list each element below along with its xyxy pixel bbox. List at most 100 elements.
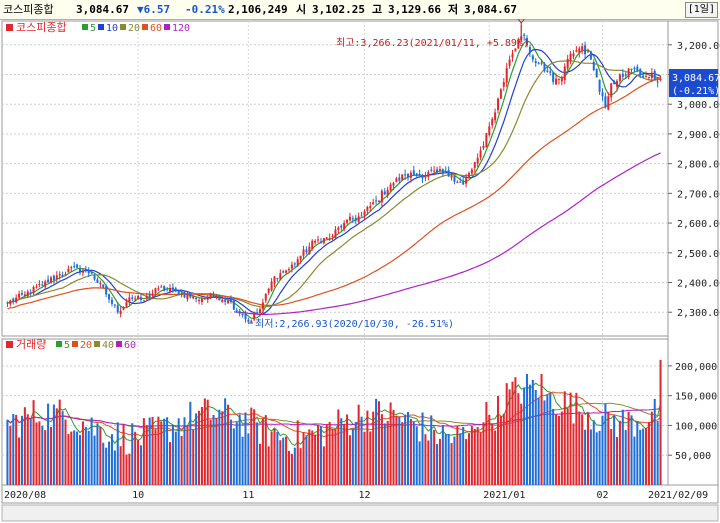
volume-bar — [645, 428, 648, 485]
candle — [319, 237, 322, 244]
candle-body — [526, 38, 529, 46]
candle-body — [209, 293, 212, 298]
volume-bar — [389, 402, 392, 485]
candle — [221, 296, 224, 303]
candle-body — [52, 275, 55, 280]
volume-bar — [64, 419, 67, 485]
candle-body — [308, 246, 311, 255]
volume-bar — [12, 414, 15, 485]
candle — [401, 174, 404, 182]
candle-body — [540, 62, 543, 64]
candle-body — [299, 255, 302, 260]
candle — [404, 169, 407, 180]
volume-bar — [26, 414, 29, 485]
chart-frames — [1, 20, 719, 522]
candle — [546, 65, 549, 73]
candle — [557, 78, 560, 85]
period-selector[interactable]: [1일] — [684, 2, 718, 18]
volume-bar — [386, 420, 389, 485]
volume-bar — [267, 446, 270, 485]
candle — [415, 172, 418, 179]
candle-body — [633, 67, 636, 70]
candle — [174, 286, 177, 293]
volume-bar — [15, 414, 18, 485]
volume-bar — [110, 434, 113, 485]
candle — [613, 79, 616, 85]
volume-bar — [276, 431, 279, 485]
candle — [572, 50, 575, 60]
candle-body — [293, 263, 296, 265]
candle — [166, 287, 169, 292]
candle — [206, 294, 209, 303]
volume-bars — [6, 359, 662, 485]
candle — [6, 301, 9, 308]
candle — [137, 294, 140, 300]
volume-bar — [656, 421, 659, 485]
volume-bar — [462, 426, 465, 485]
volume-bar — [401, 422, 404, 485]
candle — [302, 245, 305, 260]
candle-body — [444, 170, 447, 172]
candle — [276, 277, 279, 282]
period-high-arrow — [517, 19, 525, 43]
candle-body — [491, 119, 494, 126]
candle — [369, 201, 372, 212]
candle — [168, 284, 172, 294]
candle — [113, 304, 116, 309]
volume-bar — [340, 418, 343, 485]
candle — [436, 166, 439, 174]
candle — [543, 62, 546, 73]
volume-bar — [642, 428, 645, 485]
candle-body — [12, 298, 15, 302]
volume-bar — [6, 419, 9, 485]
candle-body — [227, 300, 230, 304]
candle-body — [555, 78, 558, 85]
candle-body — [459, 181, 462, 183]
candle — [183, 291, 186, 299]
candle — [256, 308, 259, 315]
candle — [491, 117, 494, 129]
candle — [377, 200, 381, 203]
candle-body — [607, 96, 610, 110]
volume-bar — [58, 399, 61, 485]
candle-body — [177, 290, 180, 296]
volume-bar — [285, 436, 288, 485]
volume-bar — [618, 420, 621, 485]
volume-bar — [61, 411, 64, 485]
volume-bar — [557, 415, 560, 485]
volume-bar — [235, 422, 238, 485]
candle-body — [58, 274, 61, 276]
volume-bar — [407, 412, 410, 485]
candle — [357, 212, 360, 223]
volume-bar — [227, 404, 230, 485]
candle-body — [18, 293, 21, 298]
candle-body — [343, 223, 346, 230]
candle-body — [258, 309, 261, 314]
volume-bar — [105, 447, 108, 485]
candle-body — [84, 269, 87, 271]
ma20-line — [7, 60, 661, 308]
candle — [642, 72, 645, 79]
volume-bar — [421, 412, 424, 485]
candle-body — [116, 305, 119, 313]
candle — [383, 188, 386, 196]
candle — [270, 278, 273, 292]
candle — [526, 35, 529, 48]
volume-bar — [366, 410, 369, 485]
candle-body — [395, 178, 398, 182]
candle — [44, 279, 47, 289]
candle-body — [621, 73, 624, 77]
candle — [142, 300, 145, 302]
volume-bar — [273, 428, 276, 485]
candle — [131, 294, 134, 302]
volume-bar — [424, 434, 427, 485]
candle — [279, 269, 282, 281]
volume-bar — [491, 423, 494, 485]
candle — [139, 293, 142, 303]
candle — [555, 73, 558, 85]
candle — [499, 88, 502, 99]
candle-body — [473, 162, 476, 168]
candle-body — [514, 48, 517, 52]
candle-body — [264, 293, 267, 301]
volume-bar — [308, 429, 311, 485]
